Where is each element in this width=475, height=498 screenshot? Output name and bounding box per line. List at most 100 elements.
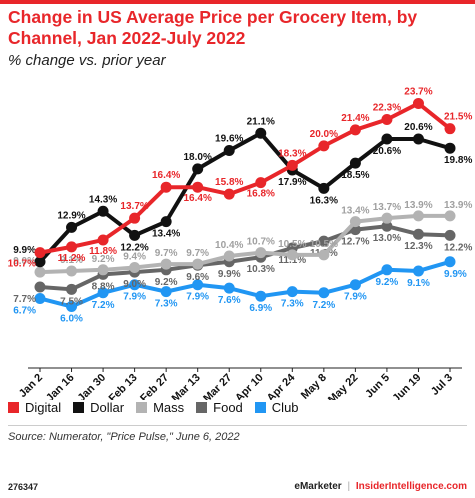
x-tick-label: Jun 5 xyxy=(363,372,392,400)
data-point-digital xyxy=(412,97,424,109)
data-label-digital: 11.2% xyxy=(58,253,86,264)
data-label-digital: 21.4% xyxy=(341,113,369,124)
data-point-food xyxy=(444,229,456,241)
source-note: Source: Numerator, "Price Pulse," June 6… xyxy=(8,431,240,443)
data-label-club: 9.1% xyxy=(407,278,430,289)
data-point-club xyxy=(381,264,393,276)
data-point-club xyxy=(286,286,298,298)
data-point-club xyxy=(444,256,456,268)
data-point-dollar xyxy=(223,144,235,156)
x-tick-label: May 8 xyxy=(299,372,329,400)
data-label-dollar: 14.3% xyxy=(89,194,117,205)
data-point-dollar xyxy=(381,133,393,145)
data-label-digital: 18.3% xyxy=(278,148,306,159)
data-label-food: 7.5% xyxy=(60,296,83,307)
data-label-dollar: 9.9% xyxy=(13,245,36,256)
data-label-dollar: 19.6% xyxy=(215,133,243,144)
data-label-dollar: 21.1% xyxy=(247,116,275,127)
legend-item-digital: Digital xyxy=(8,400,61,415)
data-point-club xyxy=(318,287,330,299)
data-point-club xyxy=(97,287,109,299)
brand-name: eMarketer xyxy=(294,481,342,492)
data-label-club: 6.0% xyxy=(60,314,83,325)
data-point-dollar xyxy=(66,221,78,233)
data-point-mass xyxy=(286,249,298,261)
data-point-dollar xyxy=(34,256,46,268)
data-label-digital: 20.0% xyxy=(310,129,338,140)
data-label-food: 11.1% xyxy=(278,255,306,266)
legend-label: Club xyxy=(271,400,299,415)
data-label-food: 10.3% xyxy=(247,264,275,275)
data-label-mass: 9.4% xyxy=(123,252,146,263)
data-point-digital xyxy=(318,140,330,152)
data-label-club: 9.9% xyxy=(444,269,467,280)
legend-label: Food xyxy=(213,400,243,415)
legend-item-club: Club xyxy=(254,400,299,415)
data-point-mass xyxy=(349,216,361,228)
data-label-club: 7.2% xyxy=(92,300,115,311)
legend-item-mass: Mass xyxy=(136,400,184,415)
data-point-club xyxy=(223,282,235,294)
data-label-club: 9.2% xyxy=(376,277,399,288)
series-line-dollar xyxy=(38,131,451,264)
legend-swatch xyxy=(196,402,208,413)
data-label-mass: 13.9% xyxy=(444,200,472,211)
series-dollar: 9.9% 12.9% 14.3% 12.2% 13.4% 18.0%19.6% 21.1% 1… xyxy=(13,116,472,268)
data-label-food: 13.0% xyxy=(373,233,401,244)
data-point-mass xyxy=(318,249,330,261)
data-label-digital: 16.4% xyxy=(152,170,180,181)
data-label-dollar: 18.5% xyxy=(341,170,369,181)
data-label-dollar: 12.9% xyxy=(57,210,85,221)
data-label-club: 7.9% xyxy=(186,292,209,303)
data-point-digital xyxy=(223,188,235,200)
data-label-mass: 13.7% xyxy=(373,202,401,213)
data-label-mass: 10.4% xyxy=(215,240,243,251)
data-label-dollar: 20.6% xyxy=(373,146,401,157)
data-label-club: 6.9% xyxy=(249,303,272,314)
data-point-digital xyxy=(160,181,172,193)
data-label-digital: 10.7% xyxy=(8,259,36,270)
series-line-digital xyxy=(39,101,452,255)
data-point-mass xyxy=(129,262,141,274)
data-point-mass xyxy=(34,266,46,278)
data-point-food xyxy=(66,283,78,295)
data-label-food: 9.0% xyxy=(123,279,146,290)
data-label-dollar: 20.6% xyxy=(404,122,432,133)
data-point-mass xyxy=(255,247,267,259)
data-point-mass xyxy=(192,258,204,270)
data-point-mass xyxy=(223,250,235,262)
data-label-club: 7.3% xyxy=(155,299,178,310)
data-point-dollar xyxy=(160,216,172,228)
series-club: 6.7% 6.0% 7.2% 7.9% 7.3% 7.9% 7.6% 6.9% 7.3% 7.2%… xyxy=(13,256,467,325)
data-label-digital: 16.8% xyxy=(247,189,275,200)
data-point-digital xyxy=(129,212,141,224)
data-point-digital xyxy=(349,124,361,136)
data-label-mass: 9.7% xyxy=(186,248,209,259)
x-tick-label: Feb 27 xyxy=(138,372,171,400)
data-label-dollar: 17.9% xyxy=(278,177,306,188)
data-label-dollar: 12.2% xyxy=(120,242,148,253)
data-label-club: 7.9% xyxy=(344,292,367,303)
data-point-club xyxy=(160,286,172,298)
legend-item-dollar: Dollar xyxy=(73,400,124,415)
data-label-mass: 10.7% xyxy=(247,237,275,248)
x-tick-label: Jan 2 xyxy=(17,372,45,400)
x-tick-label: Jan 30 xyxy=(75,372,108,400)
data-point-dollar xyxy=(129,229,141,241)
data-label-food: 12.7% xyxy=(341,237,369,248)
x-tick-label: Apr 24 xyxy=(265,371,298,400)
data-point-mass xyxy=(444,210,456,222)
data-label-mass: 9.7% xyxy=(155,248,178,259)
data-point-club xyxy=(349,279,361,291)
data-point-digital xyxy=(97,234,109,246)
data-point-club xyxy=(129,279,141,291)
data-point-dollar xyxy=(255,127,267,139)
data-label-mass: 9.0% xyxy=(13,256,36,267)
data-point-digital xyxy=(381,114,393,126)
data-label-dollar: 18.0% xyxy=(184,152,212,163)
data-point-food xyxy=(34,281,46,293)
x-tick-label: Jan 16 xyxy=(44,372,77,400)
series-digital: 10.7%11.2%11.8%13.7%16.4%16.4%15.8%16.8%… xyxy=(8,86,473,269)
legend-swatch xyxy=(254,402,266,413)
